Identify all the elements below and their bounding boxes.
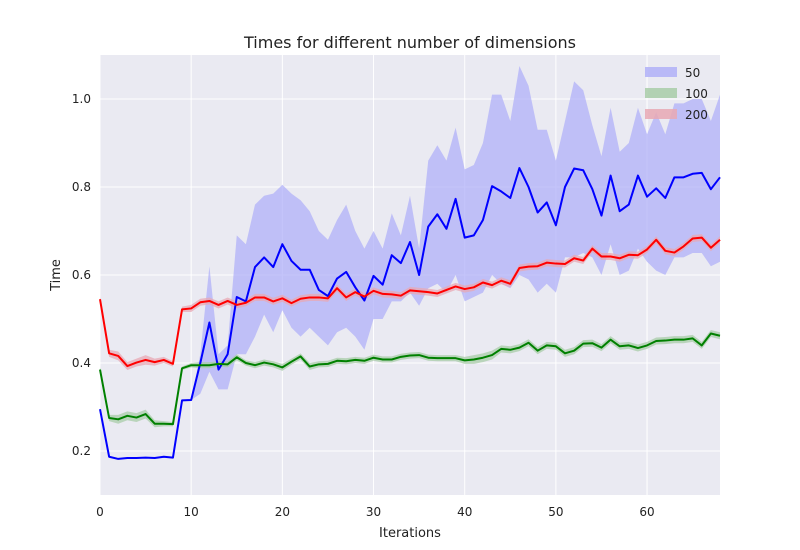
y-tick-label: 0.4 — [72, 356, 91, 370]
y-tick-label: 0.6 — [72, 268, 91, 282]
x-axis-label: Iterations — [379, 526, 441, 541]
line-series-100 — [99, 332, 721, 426]
y-axis-label: Time — [49, 259, 64, 292]
x-tick-label: 60 — [639, 505, 654, 519]
x-tick-label: 20 — [275, 505, 290, 519]
y-axis-ticks: 0.2 0.4 0.6 0.8 1.0 — [72, 92, 91, 458]
line-series-50 — [99, 167, 721, 460]
y-tick-label: 1.0 — [72, 92, 91, 106]
legend-swatch-200 — [645, 109, 677, 119]
x-tick-label: 30 — [366, 505, 381, 519]
legend-swatch-100 — [645, 88, 677, 98]
legend-label-50: 50 — [685, 66, 700, 80]
y-tick-label: 0.8 — [72, 180, 91, 194]
x-tick-label: 50 — [548, 505, 563, 519]
legend: 50 100 200 — [645, 66, 708, 122]
legend-label-100: 100 — [685, 87, 708, 101]
x-tick-label: 10 — [184, 505, 199, 519]
chart-title: Times for different number of dimensions — [243, 33, 576, 52]
legend-swatch-50 — [645, 67, 677, 77]
band-series-50 — [100, 66, 720, 459]
line-series-200 — [99, 236, 721, 368]
x-axis-ticks: 0 10 20 30 40 50 60 — [96, 505, 655, 519]
y-tick-label: 0.2 — [72, 444, 91, 458]
legend-label-200: 200 — [685, 108, 708, 122]
x-tick-label: 0 — [96, 505, 104, 519]
series-lines — [99, 167, 721, 460]
x-tick-label: 40 — [457, 505, 472, 519]
